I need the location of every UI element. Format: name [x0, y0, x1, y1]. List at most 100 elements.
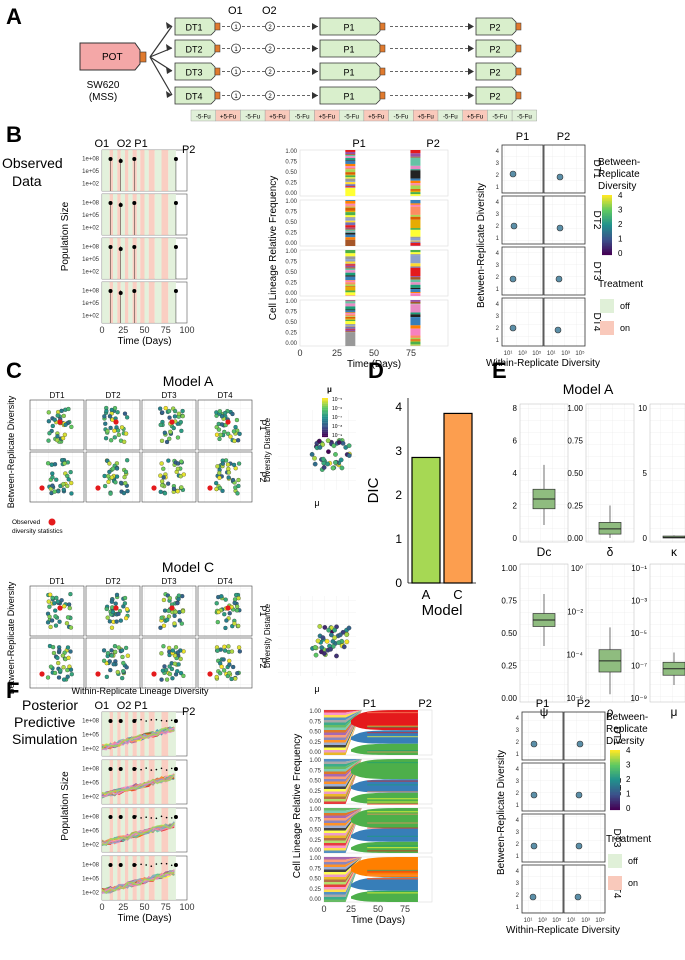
b-pop-obs-point-0: [108, 289, 113, 293]
b-pop-band-1: [109, 282, 114, 323]
c-model-a-sim-point: [45, 461, 51, 466]
b-freq-bar-segment: [345, 156, 356, 159]
c-model-c-sim-point: [237, 649, 242, 654]
b-freq-bar-segment: [345, 234, 356, 238]
f-freq-ytick-3: 0.25: [309, 887, 321, 893]
arrow-to-p1-0: [312, 23, 318, 30]
c-model-c-sim-point: [227, 658, 232, 664]
c-model-a-col-3: DT4: [217, 391, 233, 400]
c-model-a-sim-point: [231, 462, 237, 468]
o2-circle-3: [265, 90, 275, 101]
f-pop-sim-trace-13: [101, 727, 175, 750]
b-div-xtick: 10¹: [504, 351, 513, 357]
c-model-c-sim-point: [53, 623, 59, 628]
c-model-c-sim-point: [175, 601, 180, 606]
c-mu-colorbar: [322, 416, 328, 418]
b-freq-bar-segment: [345, 256, 356, 260]
b-freq-bar-segment: [410, 178, 421, 181]
b-freq-bar-segment: [410, 293, 421, 296]
f-pop-dot: [135, 718, 137, 721]
b-pop-marker-p2: P2: [182, 144, 195, 156]
f-div-cell-frame: [563, 762, 606, 812]
f-pop-band-9: [140, 760, 145, 804]
b-div-ytick: 1: [496, 185, 500, 191]
c-model-c-distance-point: [313, 652, 319, 658]
f-div-cell-frame: [521, 762, 564, 812]
f-div-ytick: 2: [516, 791, 520, 797]
c-model-a-sim-point: [46, 438, 51, 443]
c-model-a-sim-point: [158, 422, 163, 428]
b-freq-bar-segment: [410, 200, 421, 204]
f-freq-band-2: [351, 890, 418, 902]
b-div-ytick: 4: [496, 200, 500, 206]
flask-dt4-body: [174, 86, 216, 105]
c-model-a-distance-point: [325, 438, 331, 444]
f-freq-thin-stream: [367, 761, 418, 764]
f-freq-ytick-4: 0.00: [309, 897, 321, 903]
f-colorbar-step: [610, 780, 620, 782]
c-model-c-sim-point: [57, 619, 62, 624]
c-model-a-sim-point: [162, 430, 167, 435]
b-pop-band-5: [124, 282, 129, 323]
f-freq-band-0: [351, 710, 418, 731]
d-bar-C: [443, 412, 473, 584]
b-legend-title_l2: Replicate: [598, 169, 640, 180]
b-colorbar-step: [602, 210, 612, 212]
f-div-cell-1-0: [521, 762, 564, 812]
b-freq-bar-segment: [345, 150, 356, 152]
arrow-to-p2-1: [468, 45, 474, 52]
flask-p2-2-body: [475, 62, 517, 81]
b-freq-bar-segment: [345, 314, 356, 317]
f-freq-ytick-1: 0.75: [309, 817, 321, 823]
f-pop-xtick-3: 75: [161, 902, 171, 912]
c-model-c-sim-point: [173, 645, 179, 650]
b-div-col-p2: P2: [557, 131, 570, 143]
f-freq-thin-stream: [367, 850, 418, 852]
b-freq-ytick-2: 0.50: [285, 320, 297, 326]
c-mu-title: μ: [327, 385, 332, 394]
f-freq-stream-1: [324, 759, 362, 764]
c-model-c-sim-point: [176, 662, 181, 667]
b-freq-bar-segment: [410, 184, 421, 186]
c-model-a-observed-point: [95, 485, 101, 491]
c-model-a-sim-point: [63, 422, 68, 427]
b-freq-bar-segment: [410, 157, 421, 166]
c-mu-colorbar: [322, 399, 328, 401]
c-model-a-sim-point: [66, 477, 71, 482]
b-div-cell-3-0: [501, 297, 544, 347]
b-freq-bar-segment: [345, 263, 356, 265]
f-pop-band-2: [113, 760, 118, 804]
f-freq-stream-0: [324, 857, 362, 860]
b-freq-bar-segment: [345, 292, 356, 296]
b-pop-obs-point-1: [118, 159, 123, 163]
c-model-c-sim-point: [222, 612, 227, 617]
c-mu-tick: 10⁻⁷: [332, 415, 342, 421]
c-model-a-sim-point: [161, 466, 166, 471]
c-model-a-sim-point: [233, 424, 238, 430]
b-div-xtick: 10³: [518, 351, 527, 357]
c-model-a-sim-point: [123, 431, 129, 436]
f-pop-band-9: [140, 856, 145, 900]
c-model-a-sim-point: [175, 489, 180, 494]
b-div-ytick: 2: [496, 224, 500, 230]
c-model-a-distance-point: [320, 456, 326, 462]
f-div-ylabel: Between-Replicate Diversity: [496, 750, 507, 875]
c-model-c-sim-point: [120, 654, 125, 660]
c-model-c-sim-point: [177, 610, 182, 615]
f-freq-thin-stream: [367, 890, 418, 892]
b-freq-xlabel: Time (Days): [347, 359, 401, 370]
b-freq-bar-segment: [345, 306, 356, 310]
b-colorbar-step: [602, 237, 612, 239]
b-freq-bar-segment: [410, 293, 421, 294]
b-freq-bar-segment: [410, 304, 421, 313]
b-pop-facet-1: 1e+08 1e+05 1e+02: [82, 149, 188, 192]
c-model-a-sim-point: [122, 439, 127, 444]
f-div-xtick: 10³: [581, 918, 590, 924]
b-div-ylabel: Between-Replicate Diversity: [476, 183, 487, 308]
b-colorbar-step: [602, 225, 612, 227]
f-freq-thin-stream: [367, 871, 418, 873]
b-div-point: [509, 275, 517, 283]
c-observed-dot: [48, 518, 56, 526]
panel-b-title-2: Data: [12, 173, 42, 189]
c-model-a-sim-point: [175, 435, 181, 440]
